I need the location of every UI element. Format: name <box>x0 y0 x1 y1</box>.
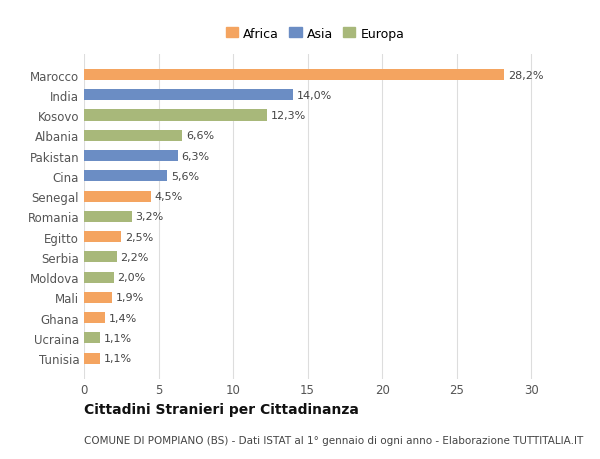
Bar <box>84 292 112 303</box>
Text: COMUNE DI POMPIANO (BS) - Dati ISTAT al 1° gennaio di ogni anno - Elaborazione T: COMUNE DI POMPIANO (BS) - Dati ISTAT al … <box>84 435 583 445</box>
Text: 5,6%: 5,6% <box>171 172 199 181</box>
Bar <box>84 151 178 162</box>
Text: 4,5%: 4,5% <box>155 192 183 202</box>
Bar <box>84 231 121 243</box>
Bar <box>84 90 293 101</box>
Text: 6,6%: 6,6% <box>186 131 214 141</box>
Bar <box>84 211 131 223</box>
Bar <box>84 110 268 121</box>
Text: 12,3%: 12,3% <box>271 111 306 121</box>
Legend: Africa, Asia, Europa: Africa, Asia, Europa <box>221 22 409 45</box>
Bar <box>84 353 100 364</box>
Text: 1,4%: 1,4% <box>109 313 137 323</box>
Text: 2,5%: 2,5% <box>125 232 153 242</box>
Text: 2,2%: 2,2% <box>121 252 149 262</box>
Text: 3,2%: 3,2% <box>136 212 164 222</box>
Bar <box>84 272 114 283</box>
Text: Cittadini Stranieri per Cittadinanza: Cittadini Stranieri per Cittadinanza <box>84 402 359 416</box>
Bar <box>84 252 117 263</box>
Bar <box>84 130 182 141</box>
Text: 1,1%: 1,1% <box>104 353 132 364</box>
Text: 6,3%: 6,3% <box>182 151 210 161</box>
Bar <box>84 313 105 324</box>
Text: 28,2%: 28,2% <box>508 70 544 80</box>
Text: 1,1%: 1,1% <box>104 333 132 343</box>
Bar <box>84 333 100 344</box>
Text: 2,0%: 2,0% <box>118 273 146 283</box>
Bar <box>84 191 151 202</box>
Bar <box>84 171 167 182</box>
Text: 14,0%: 14,0% <box>296 90 332 101</box>
Bar <box>84 70 504 81</box>
Text: 1,9%: 1,9% <box>116 293 144 303</box>
